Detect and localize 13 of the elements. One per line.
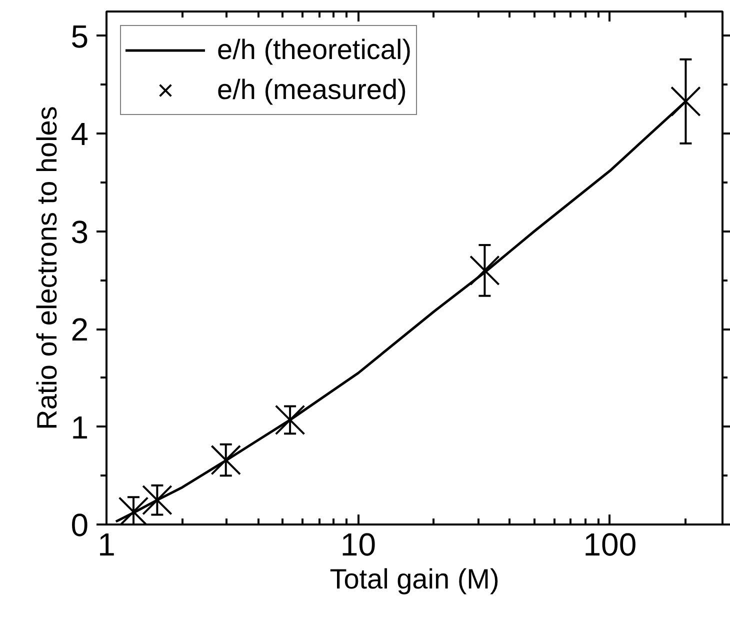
y-tick-label: 5 [70, 18, 88, 54]
x-tick-label: 100 [583, 526, 637, 562]
x-tick-label: 10 [340, 526, 376, 562]
y-tick-label: 0 [70, 507, 88, 543]
y-tick-label: 3 [70, 214, 88, 250]
y-tick-label: 2 [70, 312, 88, 348]
x-axis-title: Total gain (M) [330, 564, 500, 594]
y-tick-label: 4 [70, 116, 88, 152]
legend-label: e/h (measured) [217, 74, 407, 106]
y-tick-label: 1 [70, 409, 88, 446]
x-tick-label: 1 [98, 526, 116, 562]
y-axis-title: Ratio of electrons to holes [32, 106, 63, 430]
legend-label: e/h (theoretical) [217, 34, 412, 66]
